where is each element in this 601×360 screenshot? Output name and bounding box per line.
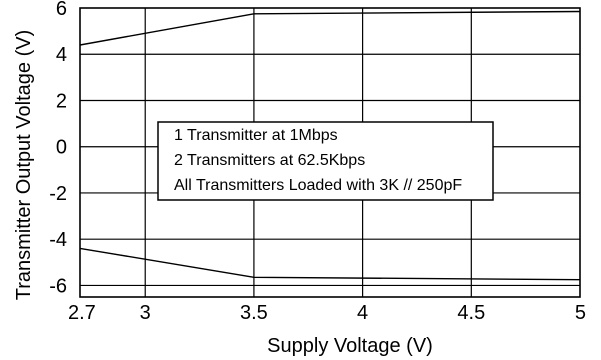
y-tick-label: 0 xyxy=(56,137,67,159)
x-tick-label: 4.5 xyxy=(457,302,485,324)
annotation-line-1: 1 Transmitter at 1Mbps xyxy=(174,127,338,144)
x-tick-label: 5 xyxy=(575,302,586,324)
y-tick-label: -2 xyxy=(49,183,67,205)
annotation-line-2: 2 Transmitters at 62.5Kbps xyxy=(174,152,365,169)
annotation-line-3: All Transmitters Loaded with 3K // 250pF xyxy=(174,177,462,194)
x-tick-label: 3.5 xyxy=(240,302,268,324)
y-axis-label: Transmitter Output Voltage (V) xyxy=(13,30,35,300)
annotation-rect xyxy=(157,121,494,201)
x-tick-label: 2.7 xyxy=(68,302,96,324)
y-tick-label: -6 xyxy=(49,275,67,297)
y-tick-label: 2 xyxy=(56,90,67,112)
series-line-2 xyxy=(79,247,581,281)
annotation-box: 1 Transmitter at 1Mbps 2 Transmitters at… xyxy=(157,121,494,201)
x-axis-label: Supply Voltage (V) xyxy=(267,335,433,357)
x-tick-label: 3 xyxy=(140,302,151,324)
y-tick-label: -4 xyxy=(49,229,67,251)
plot-frame xyxy=(79,7,581,298)
y-tick-label: 6 xyxy=(56,0,67,20)
x-tick-label: 4 xyxy=(357,302,368,324)
series-line-1 xyxy=(79,10,581,46)
y-tick-label: 4 xyxy=(56,44,67,66)
plot-border xyxy=(79,7,581,298)
data-series xyxy=(79,10,581,281)
tick-labels: 2.7 3 3.5 4 4.5 5 6 4 2 0 -2 -4 -6 xyxy=(49,0,586,324)
